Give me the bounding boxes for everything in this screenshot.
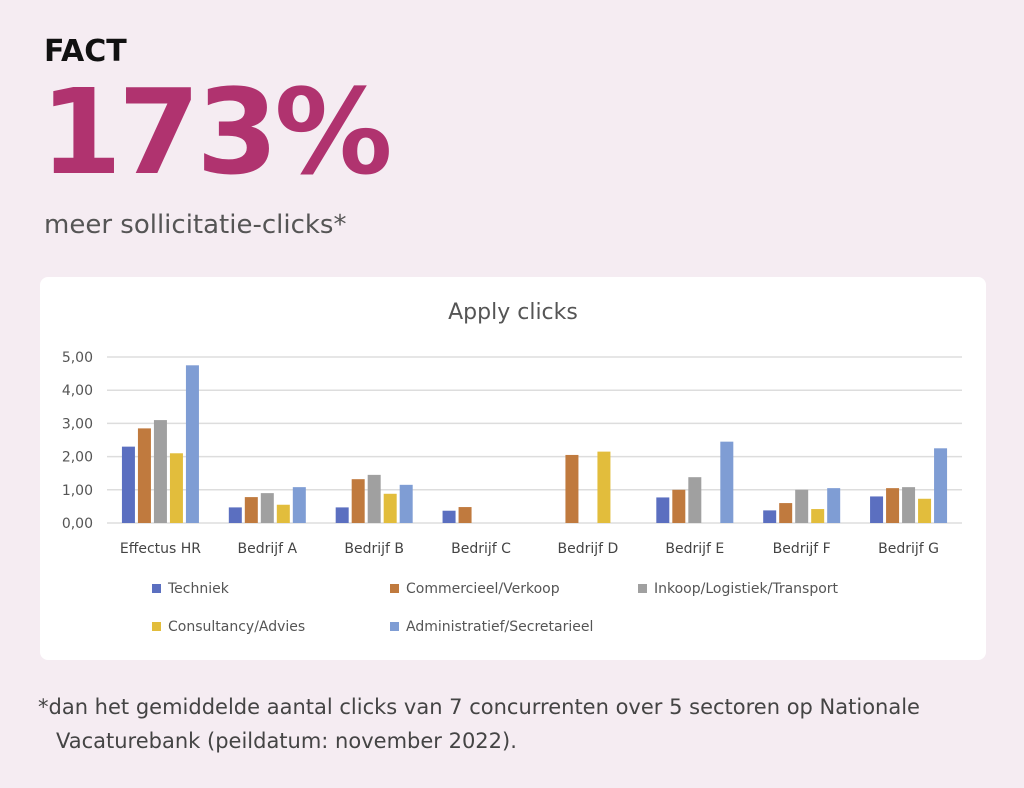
x-tick-label: Bedrijf G	[878, 541, 939, 557]
bar	[672, 489, 686, 523]
bar	[763, 510, 777, 523]
x-tick-label: Effectus HR	[120, 541, 201, 557]
x-tick-label: Bedrijf F	[773, 541, 831, 557]
fact-label: FACT	[44, 34, 127, 69]
y-tick-label: 4,00	[62, 383, 93, 399]
bar	[351, 479, 365, 523]
bar	[597, 451, 611, 523]
y-tick-label: 0,00	[62, 516, 93, 532]
bar	[169, 453, 183, 523]
legend-label: Techniek	[167, 581, 230, 597]
legend-label: Administratief/Secretarieel	[406, 619, 593, 635]
legend-swatch	[390, 584, 399, 593]
x-tick-label: Bedrijf A	[238, 541, 298, 557]
bar	[870, 496, 884, 523]
legend-swatch	[152, 584, 161, 593]
y-tick-label: 5,00	[62, 350, 93, 366]
y-tick-label: 2,00	[62, 450, 93, 466]
bar	[276, 504, 290, 523]
footnote: *dan het gemiddelde aantal clicks van 7 …	[38, 690, 920, 758]
bar	[121, 446, 135, 523]
bar	[335, 507, 349, 523]
y-tick-label: 3,00	[62, 416, 93, 432]
bar	[902, 487, 916, 523]
y-tick-label: 1,00	[62, 483, 93, 499]
legend-swatch	[390, 622, 399, 631]
x-tick-label: Bedrijf C	[451, 541, 511, 557]
bar	[367, 474, 381, 523]
bar	[228, 507, 242, 523]
bar	[827, 488, 841, 523]
bar	[442, 510, 456, 523]
bar	[292, 487, 306, 523]
bar	[720, 441, 734, 523]
bar	[688, 477, 702, 523]
bar	[918, 498, 932, 523]
legend-label: Commercieel/Verkoop	[406, 581, 560, 597]
bar	[656, 497, 670, 523]
bar	[260, 493, 274, 523]
bar	[153, 420, 167, 523]
big-number: 173%	[40, 63, 393, 201]
bar	[779, 503, 793, 523]
bar	[244, 497, 258, 523]
bar	[137, 428, 151, 523]
bar	[458, 507, 472, 523]
bar	[934, 448, 948, 523]
footnote-line-1: *dan het gemiddelde aantal clicks van 7 …	[38, 695, 920, 719]
bar	[185, 365, 199, 523]
x-tick-label: Bedrijf D	[558, 541, 619, 557]
legend-label: Consultancy/Advies	[168, 619, 305, 635]
chart-title: Apply clicks	[448, 300, 578, 325]
bar	[886, 488, 900, 523]
legend-swatch	[152, 622, 161, 631]
apply-clicks-chart: Apply clicks 0,00 1,00 2,00 3,00 4,00 5,00 Eff…	[62, 300, 962, 635]
subtitle: meer sollicitatie-clicks*	[44, 210, 347, 240]
bar	[811, 509, 825, 523]
bar	[383, 493, 397, 523]
footnote-line-2: Vacaturebank (peildatum: november 2022).	[56, 729, 517, 753]
x-tick-label: Bedrijf E	[665, 541, 724, 557]
legend-label: Inkoop/Logistiek/Transport	[654, 581, 839, 597]
bar	[565, 454, 579, 523]
bar	[795, 489, 809, 523]
bar	[399, 484, 413, 523]
chart-card: Apply clicks 0,00 1,00 2,00 3,00 4,00 5,00 Eff…	[40, 277, 986, 660]
x-tick-label: Bedrijf B	[344, 541, 404, 557]
legend-swatch	[638, 584, 647, 593]
